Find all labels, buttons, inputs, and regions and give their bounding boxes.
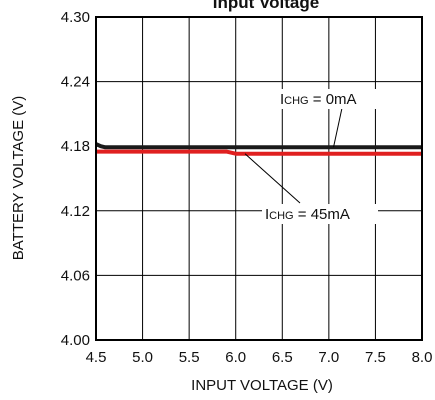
series-lines <box>95 142 422 156</box>
x-tick-label: 7.0 <box>318 349 339 366</box>
y-axis-label: BATTERY VOLTAGE (V) <box>10 96 27 260</box>
x-tick-label: 7.5 <box>365 349 386 366</box>
x-tick-label: 5.5 <box>179 349 200 366</box>
x-tick-label: 6.0 <box>225 349 246 366</box>
y-tick-label: 4.12 <box>61 203 90 220</box>
x-tick-label: 5.0 <box>132 349 153 366</box>
chart-title: Input Voltage <box>213 0 319 12</box>
annotation-label: ICHG = 0mA <box>280 91 357 108</box>
series-line-2 <box>96 149 422 156</box>
plot-frame <box>95 16 423 341</box>
x-tick-label: 8.0 <box>412 349 433 366</box>
y-tick-label: 4.00 <box>61 332 90 349</box>
series-line-1 <box>95 142 422 150</box>
y-tick-labels: 4.30 4.24 4.18 4.12 4.06 4.00 <box>61 9 90 349</box>
x-axis-label: INPUT VOLTAGE (V) <box>191 377 333 394</box>
annotation-leader <box>244 153 301 204</box>
annotation-bg <box>277 89 393 109</box>
annotation-bg <box>262 204 378 224</box>
x-tick-label: 6.5 <box>272 349 293 366</box>
annotation-leader <box>333 107 343 148</box>
annotation-label: ICHG = 45mA <box>265 206 350 223</box>
y-tick-label: 4.18 <box>61 138 90 155</box>
x-tick-labels: 4.5 5.0 5.5 6.0 6.5 7.0 7.5 8.0 <box>86 349 433 366</box>
grid <box>96 17 422 340</box>
x-tick-label: 4.5 <box>86 349 107 366</box>
annotations: ICHG = 0mA ICHG = 45mA <box>244 89 393 224</box>
y-tick-label: 4.30 <box>61 9 90 26</box>
y-tick-label: 4.24 <box>61 74 90 91</box>
y-tick-label: 4.06 <box>61 267 90 284</box>
